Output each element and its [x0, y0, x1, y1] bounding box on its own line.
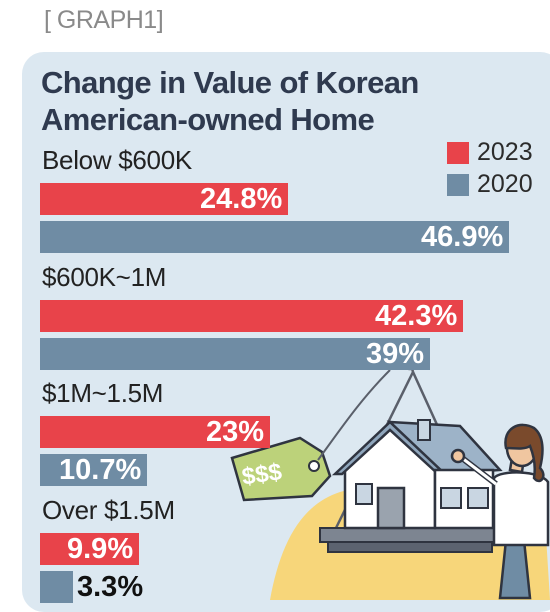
legend-label-2020: 2020: [477, 170, 533, 198]
chart-title: Change in Value of Korean American-owned…: [41, 65, 419, 137]
price-tag-icon: $$$: [230, 369, 391, 502]
data-label: 42.3%: [375, 300, 458, 332]
bar-2020: [40, 221, 509, 253]
woman-icon: [450, 423, 550, 600]
category-label: Below $600K: [42, 145, 192, 175]
house-icon: [331, 419, 503, 530]
data-label: 46.9%: [421, 221, 504, 253]
bar-2020: [40, 338, 430, 370]
data-label: 10.7%: [59, 454, 142, 486]
bar-2023: [40, 300, 463, 332]
data-label: 3.3%: [77, 571, 144, 603]
price-tag-label: $$$: [240, 458, 284, 490]
legend-swatch-2020: [447, 173, 469, 196]
bar-2020: [40, 454, 147, 486]
data-label: 9.9%: [67, 533, 134, 565]
platform-shape: [319, 527, 501, 553]
category-label: $600K~1M: [42, 262, 167, 292]
data-label: 23%: [206, 416, 265, 448]
legend-item-2023: 2023: [447, 138, 533, 167]
graph-caption: [ GRAPH1]: [44, 6, 164, 34]
bar-2023: [40, 183, 288, 215]
legend-label-2023: 2023: [477, 138, 533, 166]
bar-2023: [40, 416, 270, 448]
data-label: 24.8%: [200, 183, 283, 215]
legend-swatch-2023: [447, 141, 469, 164]
bar-2020: [40, 571, 73, 603]
category-label: $1M~1.5M: [42, 378, 164, 408]
category-label: Over $1.5M: [42, 495, 175, 525]
legend-item-2020: 2020: [447, 170, 533, 199]
bar-2023: [40, 533, 139, 565]
data-label: 39%: [366, 338, 425, 370]
